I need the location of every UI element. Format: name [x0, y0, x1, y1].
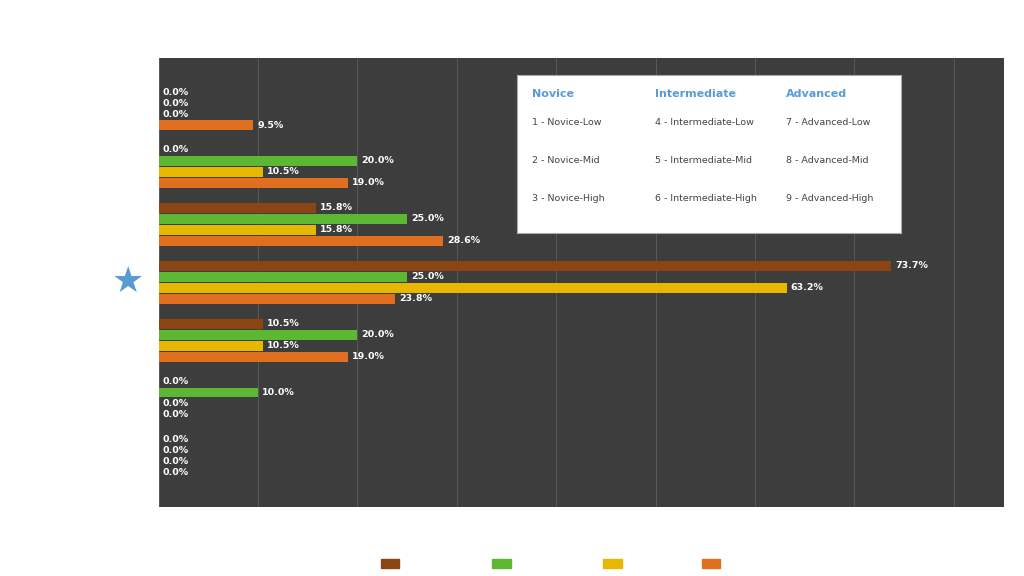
Text: 0.0%: 0.0% — [163, 399, 188, 408]
Text: 19.0%: 19.0% — [351, 352, 384, 361]
Text: 63.2%: 63.2% — [791, 283, 823, 292]
Bar — [159, 283, 786, 293]
Text: 15.8%: 15.8% — [319, 203, 352, 213]
Text: 0.0%: 0.0% — [163, 410, 188, 419]
Text: 23.8%: 23.8% — [399, 294, 432, 303]
Text: 73.7%: 73.7% — [895, 262, 928, 270]
Text: 0.0%: 0.0% — [163, 468, 188, 477]
Text: 10.5%: 10.5% — [267, 341, 300, 350]
Text: Intermediate: Intermediate — [655, 89, 736, 99]
Bar — [159, 225, 315, 235]
Bar — [159, 294, 395, 304]
Bar — [159, 388, 258, 397]
Text: 4 - Intermediate-Low: 4 - Intermediate-Low — [655, 118, 755, 127]
Text: 9 - Advanced-High: 9 - Advanced-High — [786, 194, 873, 203]
Text: ACTFL Proficiency Lvls: ACTFL Proficiency Lvls — [38, 41, 155, 51]
Bar — [159, 236, 443, 246]
Bar — [159, 329, 357, 340]
Text: 20.0%: 20.0% — [361, 157, 394, 165]
Bar — [159, 319, 263, 328]
Text: 0.0%: 0.0% — [163, 88, 188, 97]
Text: 19.0%: 19.0% — [351, 179, 384, 187]
Text: 2 - Novice-Mid: 2 - Novice-Mid — [532, 156, 600, 165]
Bar — [159, 120, 253, 130]
Text: Advanced: Advanced — [786, 89, 847, 99]
Text: 6 - Intermediate-High: 6 - Intermediate-High — [655, 194, 757, 203]
Text: 10.5%: 10.5% — [267, 319, 300, 328]
Bar — [159, 352, 347, 362]
Text: 28.6%: 28.6% — [446, 236, 480, 245]
Text: 0.0%: 0.0% — [163, 146, 188, 154]
Bar — [159, 261, 891, 271]
Bar — [159, 272, 408, 282]
Title: 6th Grade Per 4 - STAMP Data 18-19: 6th Grade Per 4 - STAMP Data 18-19 — [369, 28, 794, 48]
Text: 25.0%: 25.0% — [412, 214, 444, 223]
Text: 25.0%: 25.0% — [412, 272, 444, 281]
Text: 1 - Novice-Low: 1 - Novice-Low — [532, 118, 602, 127]
Text: 5 - Intermediate-Mid: 5 - Intermediate-Mid — [655, 156, 753, 165]
Bar — [159, 203, 315, 213]
Text: 0.0%: 0.0% — [163, 109, 188, 119]
Text: 10.0%: 10.0% — [262, 388, 295, 397]
Text: 0.0%: 0.0% — [163, 377, 188, 386]
Text: 20.0%: 20.0% — [361, 330, 394, 339]
Bar — [159, 167, 263, 177]
Text: 15.8%: 15.8% — [319, 225, 352, 234]
Text: 3 - Novice-High: 3 - Novice-High — [532, 194, 605, 203]
Bar — [159, 156, 357, 166]
Text: ★: ★ — [112, 265, 144, 300]
Text: 10.5%: 10.5% — [267, 168, 300, 176]
Text: 9.5%: 9.5% — [257, 120, 284, 130]
Bar — [159, 178, 347, 188]
Text: 0.0%: 0.0% — [163, 457, 188, 466]
Text: 8 - Advanced-Mid: 8 - Advanced-Mid — [786, 156, 868, 165]
Text: 0.0%: 0.0% — [163, 435, 188, 444]
Text: 7 - Advanced-Low: 7 - Advanced-Low — [786, 118, 870, 127]
Bar — [159, 214, 408, 223]
Text: 0.0%: 0.0% — [163, 98, 188, 108]
Text: 0.0%: 0.0% — [163, 446, 188, 455]
Text: Novice: Novice — [532, 89, 574, 99]
Bar — [159, 341, 263, 351]
Legend: Speaking, Listening, Writing, Reading: Speaking, Listening, Writing, Reading — [381, 558, 781, 571]
